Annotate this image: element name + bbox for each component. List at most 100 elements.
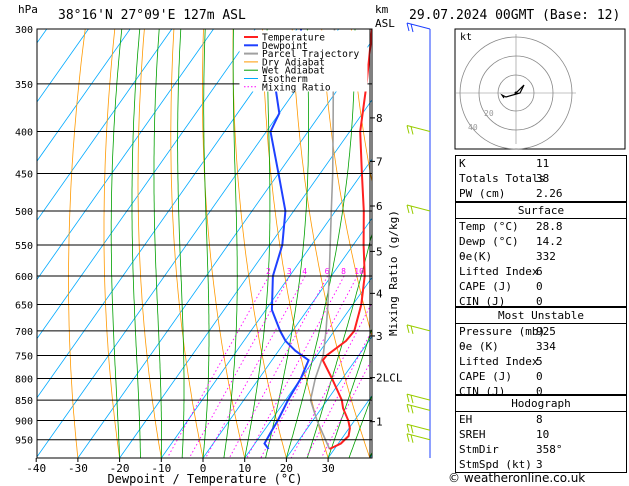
wet-adiabat-line (327, 327, 372, 458)
mu-row-thetae: θe (K) 334 (459, 340, 556, 353)
copyright-footer: © weatheronline.co.uk (448, 471, 586, 485)
temp-tick-label: 10 (238, 462, 251, 475)
temperature-line (321, 29, 372, 450)
surface-row-temp: Temp (°C) 28.8 (459, 220, 563, 233)
mixing-ratio-label: 8 (341, 267, 346, 276)
wind-barb (406, 403, 431, 414)
parcel-trajectory-line (309, 29, 336, 450)
mu-row-cape: CAPE (J) 0 (459, 370, 543, 383)
pressure-tick-label: 300 (15, 25, 33, 36)
param-row-k: K 11 (459, 157, 550, 170)
most-unstable-title: Most Unstable (456, 307, 626, 324)
legend-label: Parcel Trajectory (262, 49, 360, 60)
km-tick-label: 6 (376, 200, 383, 213)
wind-barb (406, 22, 431, 33)
mixing-ratio-label: 4 (302, 267, 307, 276)
isotherm-line (37, 29, 256, 340)
isotherm-line (37, 29, 298, 399)
pressure-tick-label: 450 (15, 169, 33, 180)
location-title: 38°16'N 27°09'E 127m ASL (58, 8, 246, 23)
pressure-tick-label: 700 (15, 327, 33, 338)
isotherm-line (119, 99, 372, 458)
mixing-ratio-line (228, 275, 329, 458)
legend-label: Dewpoint (262, 41, 308, 52)
temp-tick-label: -40 (26, 462, 46, 475)
pressure-tick-label: 600 (15, 272, 33, 283)
km-tick-label: 5 (376, 245, 383, 258)
mixing-ratio-line (205, 275, 306, 458)
surface-title: Surface (456, 202, 626, 219)
mu-row-li: Lifted Index 5 (459, 355, 543, 368)
wind-barb (406, 125, 431, 135)
isotherm-line (37, 29, 131, 162)
pressure-tick-label: 800 (15, 374, 33, 385)
km-tick-label: 7 (376, 155, 383, 168)
pressure-tick-label: 850 (15, 396, 33, 407)
dry-adiabat-line (137, 29, 162, 458)
dry-adiabat-line (170, 29, 204, 458)
wind-barb (406, 433, 431, 443)
pressure-tick-label: 550 (15, 241, 33, 252)
param-row-totals: Totals Totals 38 (459, 172, 550, 185)
mu-row-pressure: Pressure (mb) 925 (459, 325, 556, 338)
param-row-pw: PW (cm) 2.26 (459, 187, 563, 200)
legend-label: Wet Adiabat (262, 66, 325, 77)
mixing-ratio-axis-label: Mixing Ratio (g/kg) (387, 210, 400, 336)
wind-barb (406, 204, 431, 215)
temp-tick-label: 20 (280, 462, 293, 475)
wet-adiabat-line (265, 29, 309, 458)
hodo-row-stmspd: StmSpd (kt) 3 (459, 458, 543, 471)
dry-adiabat-line (232, 29, 287, 458)
temp-tick-label: -20 (110, 462, 130, 475)
hodo-row-sreh: SREH 10 (459, 428, 550, 441)
x-axis-label: Dewpoint / Temperature (°C) (107, 472, 302, 486)
mixing-ratio-label: 3 (287, 267, 292, 276)
isotherm-line (37, 29, 89, 103)
pressure-tick-label: 350 (15, 80, 33, 91)
km-tick-label: 3 (376, 330, 383, 343)
legend-label: Isotherm (262, 74, 308, 85)
surface-row-cin: CIN (J) 0 (459, 295, 543, 308)
km-unit-label: km (375, 3, 389, 16)
isotherm-line (160, 158, 372, 458)
mixing-ratio-line (188, 275, 291, 458)
plot-frame (36, 28, 373, 459)
wet-adiabat-line (286, 29, 356, 458)
dry-adiabat-line (68, 29, 86, 458)
wet-adiabat-line (202, 29, 210, 458)
pressure-tick-label: 900 (15, 416, 33, 427)
dry-adiabat-line (350, 29, 372, 185)
isotherm-line (37, 29, 173, 221)
pressure-tick-label: 950 (15, 436, 33, 447)
legend-label: Mixing Ratio (262, 82, 331, 93)
isotherm-line (286, 335, 372, 458)
wind-barb (406, 423, 431, 434)
legend-label: Temperature (262, 33, 325, 44)
legend-bg (239, 30, 368, 92)
hodo-row-stmdir: StmDir 358° (459, 443, 563, 456)
temp-tick-label: 0 (200, 462, 207, 475)
surface-row-li: Lifted Index 6 (459, 265, 543, 278)
pressure-tick-label: 400 (15, 128, 33, 139)
temp-tick-label: -30 (68, 462, 88, 475)
km-tick-label: 2LCL (376, 372, 403, 385)
wet-adiabat-line (177, 29, 185, 458)
most-unstable-box: Most Unstable Pressure (mb) 925 θe (K) 334… (455, 306, 627, 400)
surface-row-dewp: Dewp (°C) 14.2 (459, 235, 563, 248)
datetime-title: 29.07.2024 00GMT (Base: 12) (409, 8, 621, 23)
hodograph-box-title: Hodograph (456, 395, 626, 412)
mixing-ratio-line (166, 275, 270, 458)
mixing-ratio-label: 6 (325, 267, 330, 276)
isotherm-line (77, 40, 372, 458)
km-tick-label: 8 (376, 112, 383, 125)
temp-tick-label: 30 (321, 462, 334, 475)
km-tick-label: 1 (376, 416, 383, 429)
dry-adiabat-line (201, 29, 246, 458)
isotherm-line (37, 29, 214, 281)
hodograph-box: Hodograph EH 8 SREH 10 StmDir 358° StmSpd (… (455, 394, 627, 473)
isotherm-line (0, 29, 5, 458)
mixing-ratio-label: 25 (411, 267, 421, 276)
km-tick-label: 4 (376, 287, 383, 300)
